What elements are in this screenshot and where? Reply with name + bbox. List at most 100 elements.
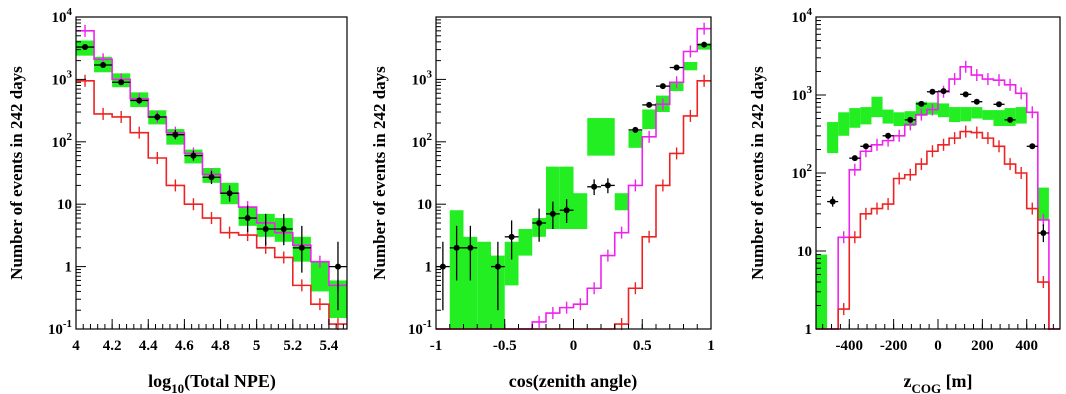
y-tick-label: 102 xyxy=(792,162,813,182)
data-point xyxy=(118,79,124,85)
data-point xyxy=(1040,230,1046,236)
y-tick-base: 10 xyxy=(412,135,427,151)
band-bin xyxy=(938,103,949,117)
data-point xyxy=(245,215,251,221)
band-bin xyxy=(894,112,905,126)
data-point xyxy=(509,234,515,240)
y-tick-label: 102 xyxy=(412,131,433,151)
data-point xyxy=(941,88,947,94)
data-point xyxy=(605,182,611,188)
data-point xyxy=(209,174,215,180)
x-axis-title-subscript: 10 xyxy=(171,381,184,394)
y-tick-base: 10 xyxy=(52,135,67,151)
band-bin xyxy=(629,131,643,148)
y-tick-label: 1 xyxy=(65,260,73,276)
band-bin xyxy=(1016,107,1027,124)
y-tick-base: 10 xyxy=(412,72,427,88)
band-bin xyxy=(601,118,615,156)
y-tick-exponent: 4 xyxy=(67,6,73,18)
y-tick-base: 10 xyxy=(797,244,812,260)
data-point xyxy=(467,245,473,251)
y-tick-base: 10 xyxy=(792,88,807,104)
band-bin xyxy=(871,97,882,117)
x-tick-label: 5.4 xyxy=(320,338,339,354)
y-tick-base: 10 xyxy=(408,322,423,338)
y-tick-label: 103 xyxy=(52,68,73,88)
y-tick-label: 103 xyxy=(412,68,433,88)
x-tick-label: -400 xyxy=(836,338,864,354)
data-point xyxy=(564,207,570,213)
band-bin xyxy=(949,107,960,122)
x-axis-title-main: log xyxy=(148,371,171,391)
data-point xyxy=(495,264,501,270)
x-tick-label: 4.8 xyxy=(211,338,230,354)
y-tick-base: 1 xyxy=(425,260,433,276)
y-tick-label: 10 xyxy=(797,244,812,260)
y-tick-exponent: 3 xyxy=(807,84,813,96)
y-axis-title: Number of events in 242 days xyxy=(370,66,389,280)
y-tick-label: 104 xyxy=(52,6,73,26)
x-axis-title-tail: [m] xyxy=(941,371,972,391)
y-axis-title: Number of events in 242 days xyxy=(748,66,767,280)
data-point xyxy=(646,102,652,108)
data-point xyxy=(918,101,924,107)
band-bin xyxy=(860,107,871,124)
data-point xyxy=(536,220,542,226)
y-tick-label: 10-1 xyxy=(48,318,72,338)
red-histogram xyxy=(816,132,1060,329)
x-tick-label: 0 xyxy=(570,338,578,354)
x-tick-label: 0.5 xyxy=(633,338,652,354)
y-tick-label: 102 xyxy=(52,131,73,151)
data-point xyxy=(929,89,935,95)
data-point xyxy=(660,83,666,89)
band-bin xyxy=(883,110,894,124)
x-tick-label: 400 xyxy=(1015,338,1038,354)
band-bin xyxy=(971,107,982,118)
data-point xyxy=(1007,117,1013,123)
band-bin xyxy=(838,112,849,135)
data-point xyxy=(591,184,597,190)
data-point xyxy=(863,143,869,149)
band-bin xyxy=(982,110,993,120)
x-tick-label: 0 xyxy=(934,338,942,354)
x-tick-label: -0.5 xyxy=(493,338,517,354)
data-point xyxy=(281,226,287,232)
data-point xyxy=(454,245,460,251)
data-point xyxy=(172,132,178,138)
data-point xyxy=(1029,143,1035,149)
x-tick-label: 4 xyxy=(72,338,80,354)
data-point xyxy=(299,245,305,251)
y-tick-label: 104 xyxy=(792,6,813,26)
data-point xyxy=(907,117,913,123)
y-tick-exponent: 3 xyxy=(427,68,433,80)
x-tick-label: -200 xyxy=(880,338,908,354)
x-axis-title: zCOG [m] xyxy=(903,371,972,394)
band-bin xyxy=(684,62,698,70)
y-axis-title: Number of events in 242 days xyxy=(7,66,26,280)
data-point xyxy=(227,190,233,196)
y-tick-base: 10 xyxy=(417,197,432,213)
y-tick-exponent: 2 xyxy=(807,162,813,174)
band-bin xyxy=(642,109,656,129)
data-point xyxy=(701,42,707,48)
y-tick-base: 10 xyxy=(57,197,72,213)
band-bin xyxy=(587,118,601,156)
data-point xyxy=(100,62,106,68)
data-point xyxy=(154,114,160,120)
data-point xyxy=(674,65,680,71)
y-tick-base: 10 xyxy=(792,10,807,26)
y-tick-label: 10-1 xyxy=(408,318,432,338)
data-point xyxy=(190,153,196,159)
band-group xyxy=(816,97,1049,329)
x-tick-label: 200 xyxy=(971,338,994,354)
x-axis-title: cos(zenith angle) xyxy=(509,371,637,392)
band-bin xyxy=(993,110,1004,126)
y-tick-base: 10 xyxy=(52,10,67,26)
y-tick-exponent: -1 xyxy=(63,318,72,330)
magenta-histogram xyxy=(816,67,1060,329)
y-tick-base: 10 xyxy=(48,322,63,338)
y-tick-label: 1 xyxy=(805,322,813,338)
x-axis-title-main: z xyxy=(903,371,911,391)
